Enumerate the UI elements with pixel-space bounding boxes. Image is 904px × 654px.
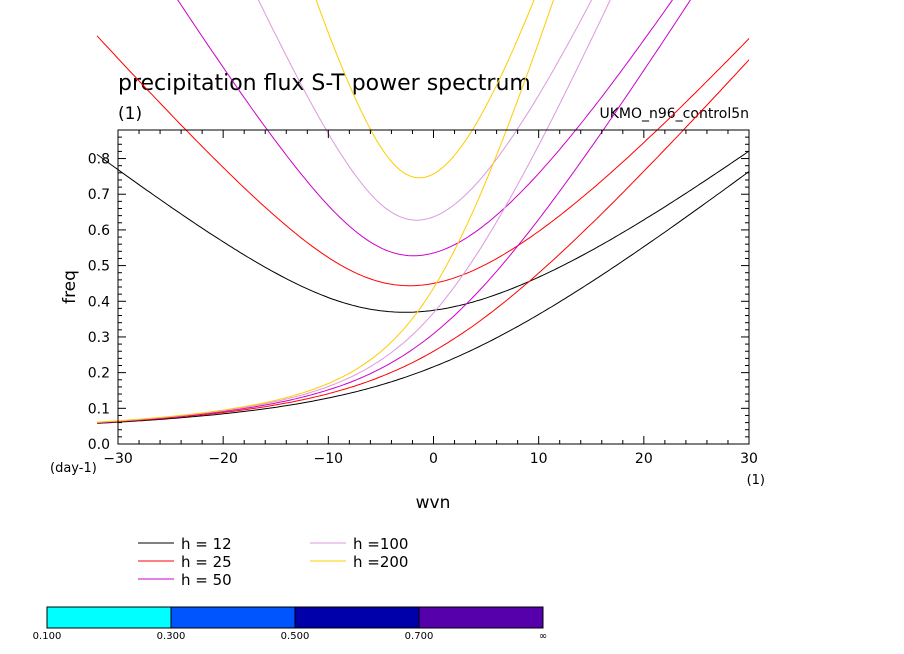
dispersion-curves	[96, 0, 749, 424]
curve-ig-5	[315, 0, 535, 179]
x-tick-labels: −30 −20 −10 0 10 20 30	[103, 451, 758, 467]
curve-mrg-kelvin-3	[96, 0, 691, 424]
curve-mrg-kelvin-1	[96, 170, 749, 424]
colorbar-label: ∞	[539, 631, 547, 642]
colorbar-segment	[170, 606, 296, 629]
chart-subtitle: (1)	[118, 104, 142, 124]
legend-label: h = 25	[181, 553, 232, 571]
curve-ig-1	[96, 150, 749, 313]
x-tick-label: 30	[740, 451, 758, 467]
y-axis-label: freq	[60, 270, 80, 304]
legend-label: h = 50	[181, 571, 232, 589]
x-tick-label: −30	[103, 451, 133, 467]
curve-mrg-kelvin-5	[96, 0, 555, 423]
curve-mrg-kelvin-2	[96, 59, 749, 424]
x-tick-label: −20	[208, 451, 238, 467]
x-unit-label: (1)	[747, 473, 765, 488]
curve-mrg-kelvin-4	[96, 0, 611, 423]
legend-label: h =100	[353, 535, 408, 553]
y-tick-label: 0.0	[88, 437, 110, 453]
curve-ig-2	[96, 35, 749, 287]
y-tick-label: 0.6	[88, 223, 110, 239]
chart-title: precipitation flux S-T power spectrum	[118, 71, 531, 96]
colorbar-label: 0.700	[405, 631, 434, 642]
curve-ig-3	[177, 0, 674, 257]
y-tick-label: 0.2	[88, 366, 110, 382]
legend-label: h = 12	[181, 535, 232, 553]
y-tick-label: 0.1	[88, 401, 110, 417]
colorbar-label: 0.100	[33, 631, 62, 642]
axis-ticks	[117, 129, 750, 445]
colorbar: 0.100 0.300 0.500 0.700 ∞	[33, 606, 547, 642]
y-tick-label: 0.8	[88, 152, 110, 168]
x-tick-label: −10	[314, 451, 344, 467]
y-unit-label: (day-1)	[50, 461, 97, 476]
y-tick-label: 0.3	[88, 330, 110, 346]
curve-ig-4	[257, 0, 593, 221]
x-axis-label: wvn	[416, 493, 451, 513]
y-tick-label: 0.7	[88, 187, 110, 203]
colorbar-segment	[46, 606, 172, 629]
y-tick-labels: 0.0 0.1 0.2 0.3 0.4 0.5 0.6 0.7 0.8	[88, 152, 110, 453]
x-tick-label: 10	[530, 451, 548, 467]
y-tick-label: 0.5	[88, 259, 110, 275]
colorbar-segment	[294, 606, 420, 629]
colorbar-segment	[418, 606, 544, 629]
legend-label: h =200	[353, 553, 408, 571]
plot-frame	[117, 129, 750, 445]
y-tick-label: 0.4	[88, 294, 110, 310]
x-tick-label: 20	[635, 451, 653, 467]
colorbar-label: 0.500	[281, 631, 310, 642]
colorbar-label: 0.300	[157, 631, 186, 642]
x-tick-label: 0	[429, 451, 438, 467]
